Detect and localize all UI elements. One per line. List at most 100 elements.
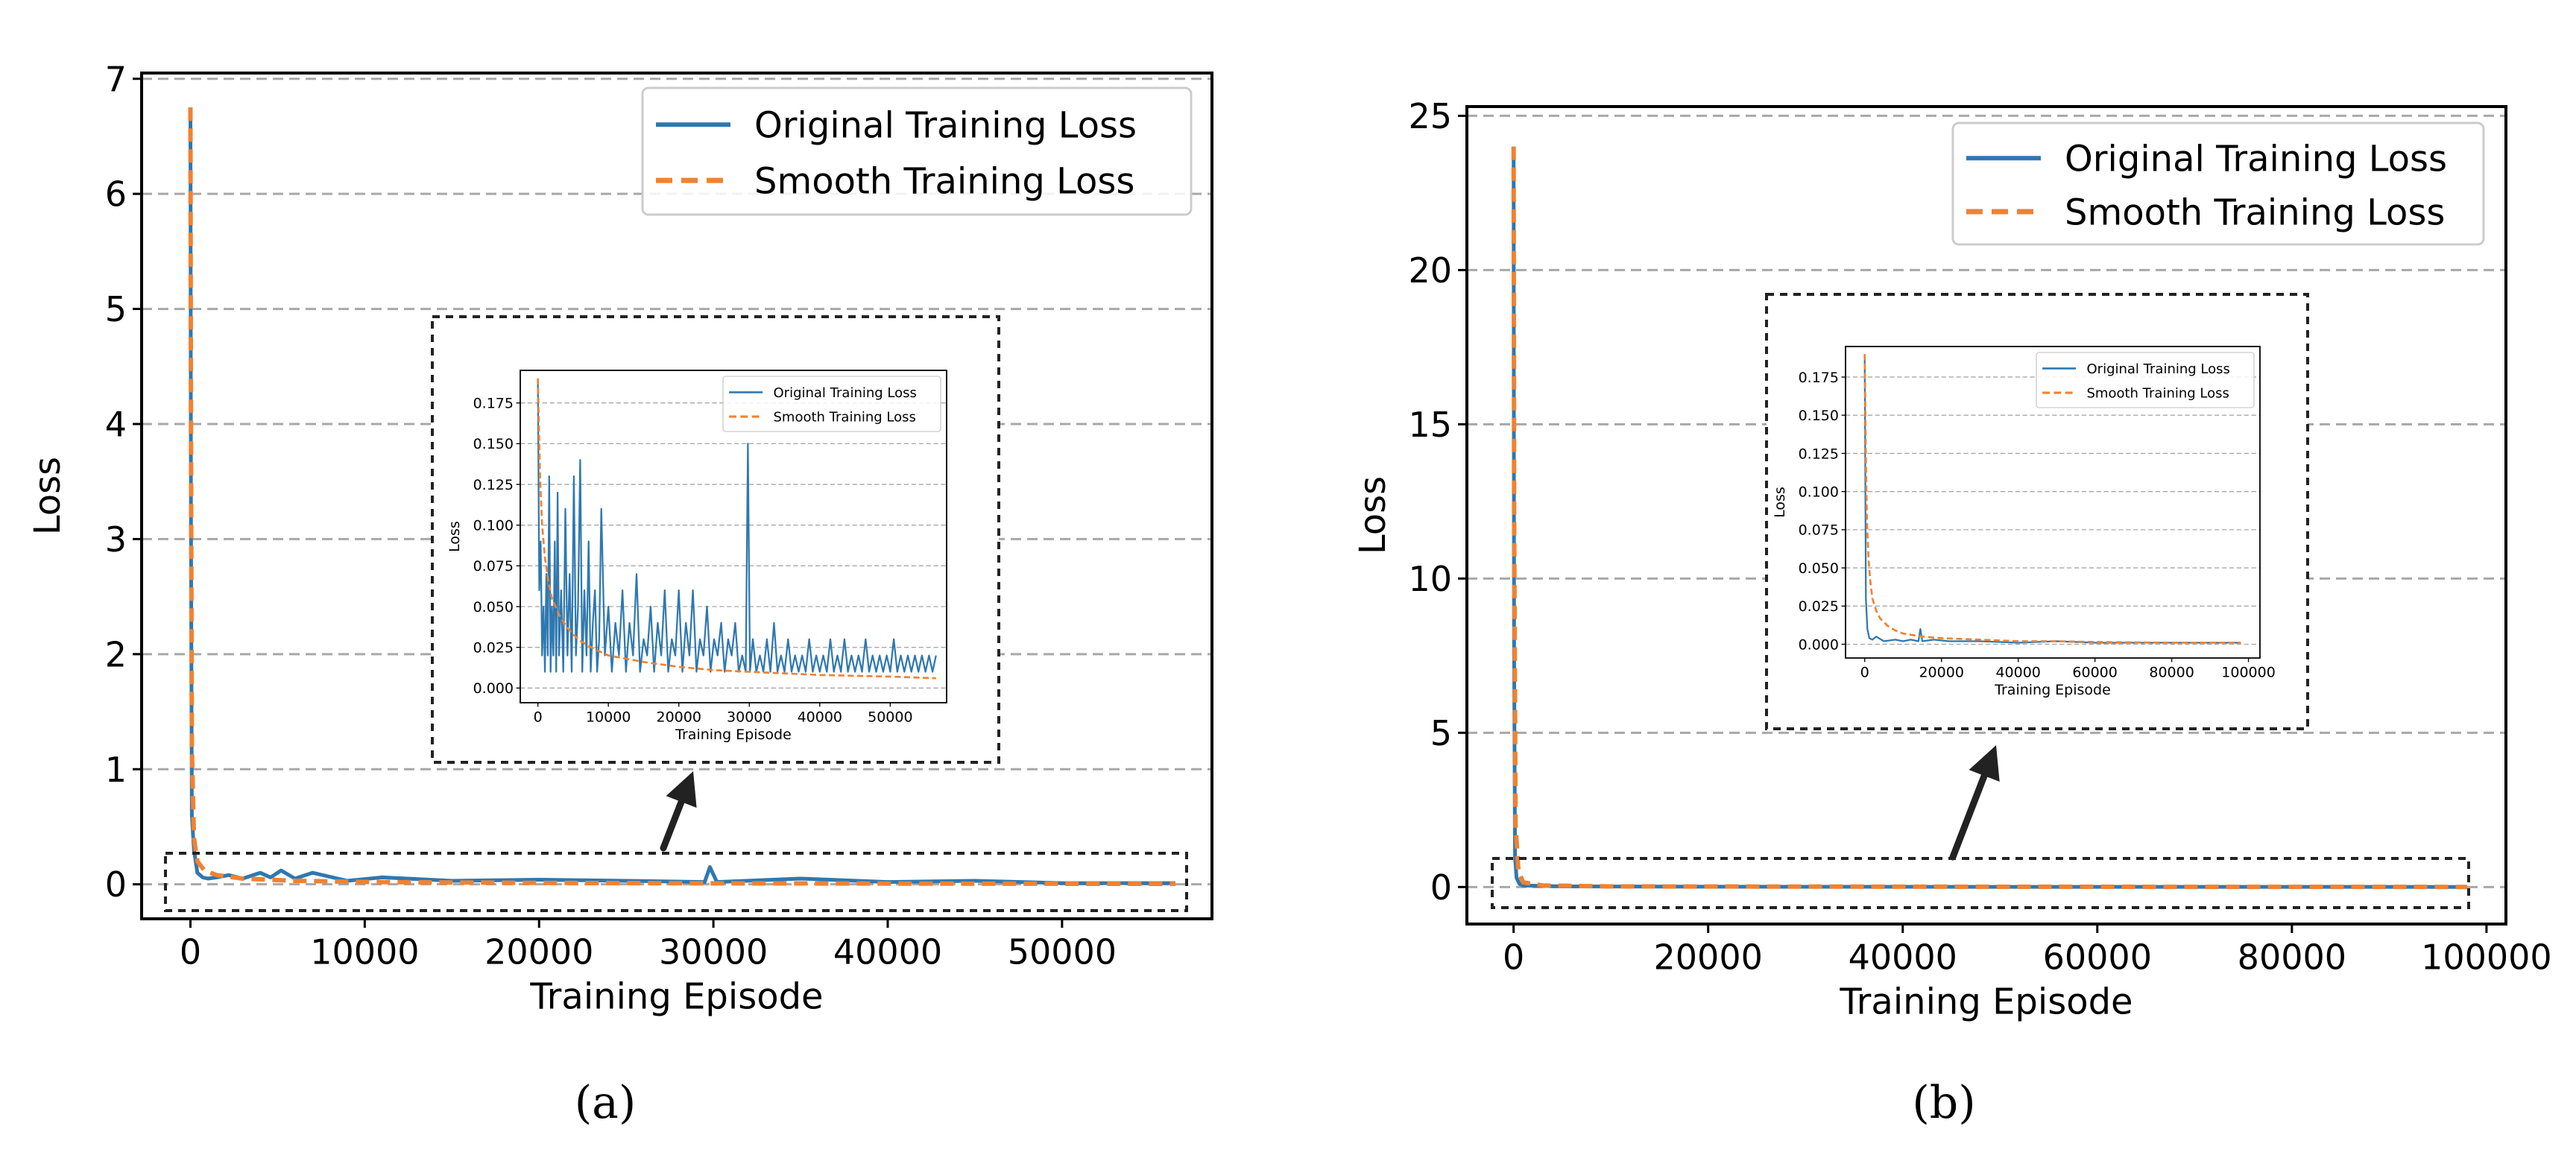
chart-b-ytick-label-0: 0 bbox=[1430, 867, 1452, 908]
chart-a-inset-frame bbox=[520, 370, 947, 703]
chart-a-inset-xtick-label-0: 0 bbox=[534, 709, 543, 725]
chart-b-legend-label-smooth: Smooth Training Loss bbox=[2065, 192, 2445, 233]
chart-b-inset-ylabel: Loss bbox=[1772, 487, 1788, 518]
chart-a-ytick-label-6: 6 bbox=[105, 174, 127, 215]
chart-b-inset-ytick-label-7: 0.175 bbox=[1799, 370, 1839, 386]
chart-b-inset-ytick-label-0: 0.000 bbox=[1799, 636, 1839, 653]
chart-b-ytick-label-5: 25 bbox=[1408, 96, 1452, 136]
chart-a-zoom-arrow bbox=[660, 798, 685, 852]
chart-a-ytick-label-0: 0 bbox=[105, 864, 127, 905]
chart-b-inset-legend-label-smooth: Smooth Training Loss bbox=[2087, 386, 2229, 402]
chart-b-xtick-label-2: 40000 bbox=[1849, 937, 1957, 977]
chart-b-ytick-label-1: 5 bbox=[1430, 713, 1452, 753]
chart-b-inset-xtick-label-2: 40000 bbox=[1995, 664, 2040, 680]
chart-a-plot: 0 10000 20000 30000 40000 50000 0 1 2 3 4 5 6 7 Traini… bbox=[27, 59, 1213, 1017]
chart-a-legend-label-original: Original Training Loss bbox=[754, 105, 1137, 147]
chart-b-legend-box bbox=[1951, 121, 2485, 246]
chart-a-zoom-region-box bbox=[164, 852, 1188, 912]
chart-a-ytick-label-3: 3 bbox=[105, 519, 127, 560]
chart-a-inset-ytick-label-4: 0.100 bbox=[473, 518, 514, 534]
chart-a-inset-ytick-label-0: 0.000 bbox=[473, 680, 514, 697]
chart-a-inset-xtick-label-1: 10000 bbox=[586, 709, 631, 725]
chart-b-ytick-label-4: 20 bbox=[1408, 250, 1452, 291]
chart-a-caption: (a) bbox=[575, 1077, 637, 1129]
chart-b-xtick-label-5: 100000 bbox=[2421, 937, 2552, 977]
chart-a-inset-ytick-label-1: 0.025 bbox=[473, 640, 514, 657]
chart-b-inset-xtick-label-1: 20000 bbox=[1919, 664, 1963, 680]
chart-a-inset-ytick-label-5: 0.125 bbox=[473, 477, 514, 493]
chart-a-series-original-line bbox=[189, 107, 1175, 885]
chart-b-inset-ytick-label-5: 0.125 bbox=[1799, 446, 1839, 462]
chart-a-xtick-label-3: 30000 bbox=[659, 931, 768, 972]
chart-b-legend: Original Training Loss Smooth Training Lo… bbox=[1951, 121, 2485, 246]
chart-b-frame bbox=[1465, 105, 2507, 926]
chart-a-inset-legend-label-original: Original Training Loss bbox=[774, 385, 917, 401]
chart-b-xlabel: Training Episode bbox=[1839, 981, 2133, 1022]
chart-b-inset-ytick-label-2: 0.050 bbox=[1799, 560, 1839, 577]
chart-a-ytick-label-2: 2 bbox=[105, 634, 127, 674]
chart-b-inset-ytick-label-1: 0.025 bbox=[1799, 598, 1839, 615]
chart-b-inset-xlabel: Training Episode bbox=[1994, 682, 2111, 698]
chart-b-inset-ytick-label-3: 0.075 bbox=[1799, 522, 1839, 539]
chart-a-ytick-label-7: 7 bbox=[105, 59, 127, 99]
chart-b-series-smooth-line bbox=[1511, 146, 2467, 890]
chart-a-xtick-label-5: 50000 bbox=[1008, 931, 1117, 972]
chart-b-caption: (b) bbox=[1912, 1077, 1975, 1129]
chart-a-inset-ylabel: Loss bbox=[446, 521, 463, 552]
chart-b-ylabel: Loss bbox=[1352, 476, 1394, 554]
chart-b-inset-xtick-label-0: 0 bbox=[1860, 664, 1869, 680]
chart-a-inset-xtick-label-4: 40000 bbox=[798, 709, 842, 725]
chart-b-inset-xtick-label-5: 100000 bbox=[2221, 664, 2276, 680]
chart-a-inset-legend-label-smooth: Smooth Training Loss bbox=[774, 410, 916, 426]
chart-b-inset-plot: 0 20000 40000 60000 80000 100000 0.000 0.025 0.0… bbox=[1772, 346, 2276, 698]
chart-b-legend-label-original: Original Training Loss bbox=[2065, 139, 2447, 180]
chart-a-legend: Original Training Loss Smooth Training Lo… bbox=[641, 86, 1193, 216]
chart-a-ytick-label-5: 5 bbox=[105, 289, 127, 329]
chart-b-inset-legend: Original Training Loss Smooth Training Lo… bbox=[2036, 352, 2255, 408]
chart-b-inset-frame bbox=[1845, 346, 2261, 659]
chart-a-inset-ytick-label-6: 0.150 bbox=[473, 436, 514, 452]
chart-a-xtick-label-0: 0 bbox=[180, 931, 201, 972]
chart-b-ytick-label-3: 15 bbox=[1408, 405, 1452, 445]
chart-b-zoom-arrow bbox=[1949, 772, 1988, 861]
chart-b-inset-xtick-label-4: 80000 bbox=[2149, 664, 2194, 680]
chart-a-inset-ytick-label-2: 0.050 bbox=[473, 599, 514, 616]
chart-b-zoom-arrow-head bbox=[1969, 745, 2000, 782]
chart-b-plot: 0 20000 40000 60000 80000 100000 0 5 10 15 20 25 Tra… bbox=[1352, 96, 2552, 1022]
chart-b-xtick-label-4: 80000 bbox=[2238, 937, 2346, 977]
chart-a-legend-box bbox=[641, 86, 1193, 216]
chart-a-inset-xlabel: Training Episode bbox=[675, 727, 792, 743]
chart-a-ytick-label-1: 1 bbox=[105, 750, 127, 790]
chart-b-xtick-label-1: 20000 bbox=[1654, 937, 1763, 977]
chart-a-inset-plot: 0 10000 20000 30000 40000 50000 0.000 0.025 0.05… bbox=[446, 370, 947, 743]
chart-b-inset-series-smooth-line bbox=[1863, 354, 2241, 644]
chart-a-zoom-arrow-head bbox=[666, 771, 697, 808]
chart-a-ytick-label-4: 4 bbox=[105, 405, 127, 445]
chart-a-inset-xtick-label-5: 50000 bbox=[868, 709, 912, 725]
chart-b-ytick-label-2: 10 bbox=[1408, 559, 1452, 599]
chart-a-xtick-label-4: 40000 bbox=[833, 931, 942, 972]
chart-b-inset-ytick-label-6: 0.150 bbox=[1799, 408, 1839, 424]
chart-a-inset-series-smooth-line bbox=[537, 378, 936, 680]
chart-a-inset-ytick-label-3: 0.075 bbox=[473, 558, 514, 575]
chart-a-inset-xtick-label-3: 30000 bbox=[727, 709, 771, 725]
chart-a-xtick-label-1: 10000 bbox=[310, 931, 419, 972]
chart-b-inset-legend-label-original: Original Training Loss bbox=[2087, 361, 2230, 377]
chart-a-frame bbox=[140, 72, 1213, 920]
chart-a-xtick-label-2: 20000 bbox=[484, 931, 593, 972]
chart-a-legend-label-smooth: Smooth Training Loss bbox=[754, 160, 1134, 202]
chart-a-series-smooth-line bbox=[188, 107, 1175, 887]
chart-b-xtick-label-3: 60000 bbox=[2043, 937, 2152, 977]
chart-a-ylabel: Loss bbox=[27, 457, 69, 535]
chart-a-inset-xtick-label-2: 20000 bbox=[657, 709, 701, 725]
chart-a-inset-legend: Original Training Loss Smooth Training Lo… bbox=[722, 376, 941, 432]
chart-b-inset-xtick-label-3: 60000 bbox=[2072, 664, 2117, 680]
chart-a-inset-ytick-label-7: 0.175 bbox=[473, 396, 514, 412]
chart-b-xtick-label-0: 0 bbox=[1503, 937, 1524, 977]
chart-b-inset-ytick-label-4: 0.100 bbox=[1799, 484, 1839, 500]
chart-a-inset-legend-box bbox=[722, 376, 941, 432]
chart-a-inset-series-original-line bbox=[537, 378, 937, 673]
chart-b-zoom-region-box bbox=[1491, 857, 2470, 909]
chart-a-xlabel: Training Episode bbox=[529, 975, 823, 1017]
